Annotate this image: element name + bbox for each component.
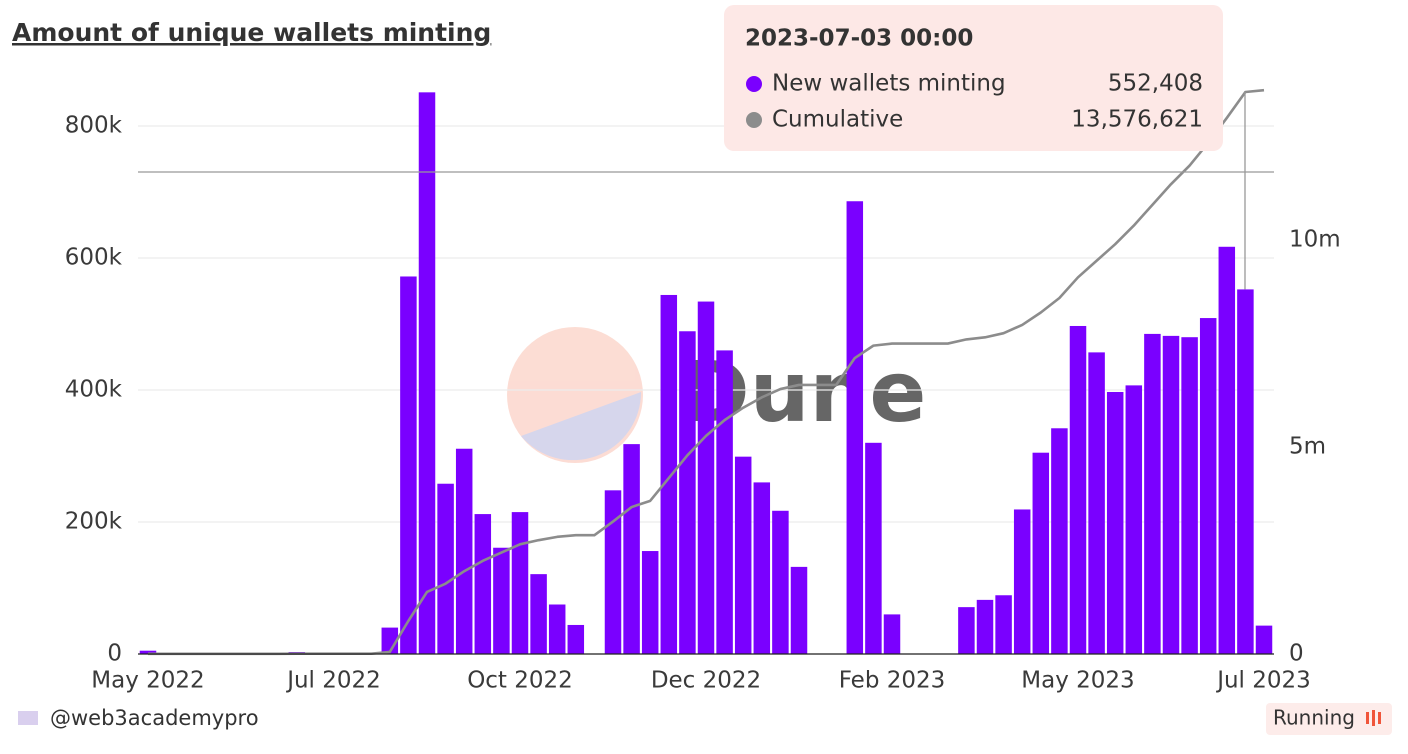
y-tick-label: 600k <box>65 245 123 271</box>
bar <box>567 624 585 654</box>
status-icon-bar <box>1372 710 1375 726</box>
bar <box>1199 318 1217 654</box>
y2-tick-label: 5m <box>1289 434 1326 460</box>
tooltip-title: 2023-07-03 00:00 <box>745 26 973 52</box>
y2-tick-label: 10m <box>1289 227 1341 253</box>
bar <box>139 650 157 654</box>
bar <box>1106 391 1124 654</box>
author-icon <box>18 711 38 725</box>
bar <box>790 566 808 654</box>
x-tick-label: May 2023 <box>1021 668 1134 694</box>
bar <box>1069 325 1087 654</box>
bar <box>976 599 994 654</box>
bar <box>511 512 529 654</box>
bar <box>753 482 771 654</box>
status-icon-bar <box>1378 712 1381 724</box>
bar <box>548 604 566 654</box>
bar <box>734 456 752 654</box>
tooltip-dot <box>746 76 762 92</box>
bar <box>455 448 473 654</box>
tooltip-box <box>724 5 1223 151</box>
x-tick-label: Jul 2022 <box>285 668 381 694</box>
bar <box>1255 625 1273 654</box>
bar <box>418 92 436 655</box>
bar <box>1218 246 1236 654</box>
author: @web3academypro <box>50 706 259 730</box>
bar <box>995 595 1012 654</box>
bar <box>716 350 733 654</box>
bar <box>772 510 789 654</box>
bar <box>1237 289 1254 654</box>
status: Running <box>1273 706 1355 730</box>
tooltip: 2023-07-03 00:00 New wallets minting 552… <box>724 5 1223 151</box>
bar <box>604 490 622 654</box>
tooltip-name: Cumulative <box>772 107 903 133</box>
bar <box>697 301 715 654</box>
bar <box>437 483 454 654</box>
tooltip-value: 552,408 <box>1108 71 1203 97</box>
bar <box>1051 428 1068 654</box>
x-tick-label: Jul 2023 <box>1215 668 1311 694</box>
bar <box>623 444 640 654</box>
y-tick-label: 0 <box>107 641 122 667</box>
y-tick-label: 200k <box>65 509 123 535</box>
x-tick-label: Oct 2022 <box>467 668 573 694</box>
bar <box>846 201 864 655</box>
x-tick-label: Dec 2022 <box>651 668 761 694</box>
y2-tick-label: 0 <box>1289 641 1304 667</box>
bar <box>883 614 901 654</box>
bar <box>530 574 547 654</box>
bar <box>1162 335 1180 654</box>
bar <box>1144 333 1161 654</box>
bar <box>1032 452 1050 654</box>
bar <box>400 276 417 654</box>
bar <box>493 547 510 654</box>
bar <box>1088 352 1105 654</box>
tooltip-value: 13,576,621 <box>1071 107 1203 133</box>
tooltip-dot <box>746 112 762 128</box>
bar <box>679 331 696 654</box>
watermark-logo-part <box>521 392 642 461</box>
y-tick-label: 800k <box>65 113 123 139</box>
bar <box>865 442 882 654</box>
x-tick-label: May 2022 <box>91 668 204 694</box>
x-tick-label: Feb 2023 <box>839 668 946 694</box>
bar <box>1181 337 1198 654</box>
bar <box>1013 509 1031 654</box>
bar <box>641 551 659 654</box>
status-icon-bar <box>1366 712 1369 724</box>
bar <box>1125 385 1143 654</box>
status-badge <box>1266 703 1392 735</box>
bar <box>660 294 678 654</box>
chart-title: Amount of unique wallets minting <box>12 18 491 47</box>
y-tick-label: 400k <box>65 377 123 403</box>
status-icon <box>1366 710 1381 726</box>
tooltip-name: New wallets minting <box>772 71 1006 97</box>
bar <box>474 514 492 654</box>
bar <box>958 607 975 654</box>
